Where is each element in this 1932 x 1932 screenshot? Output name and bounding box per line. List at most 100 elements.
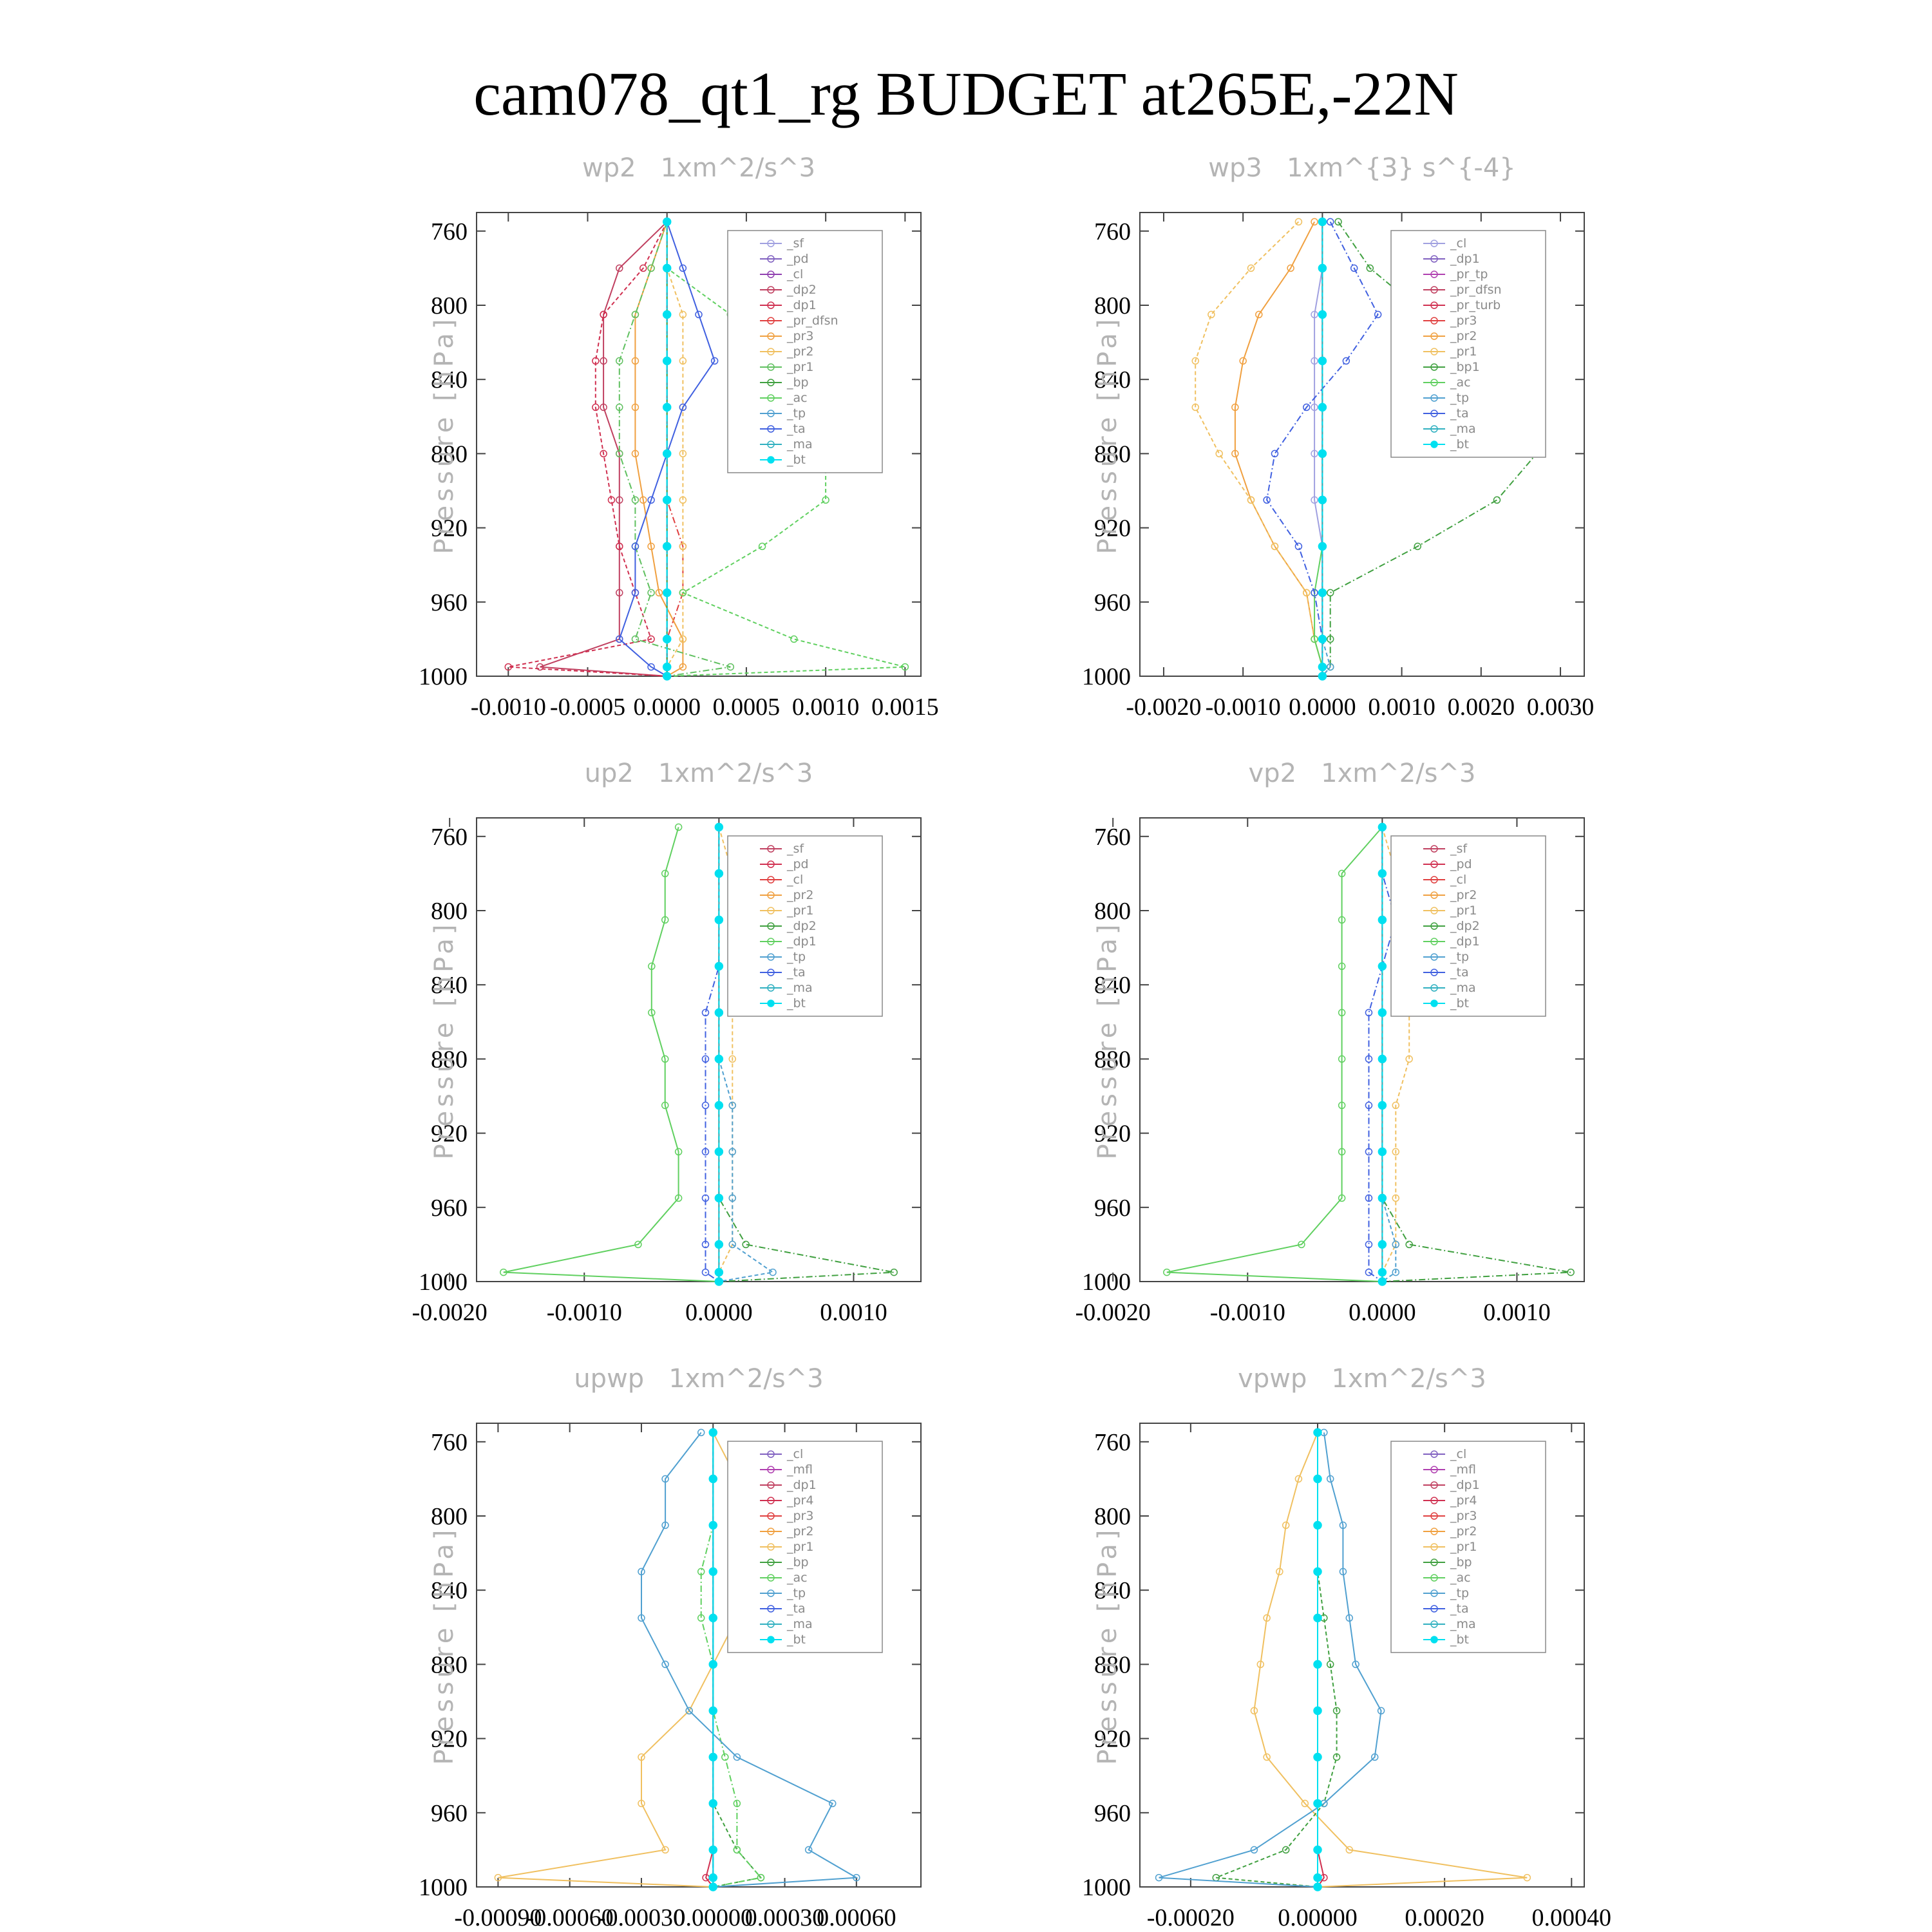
legend-label: _ma [1450, 422, 1476, 436]
legend-marker [1430, 1466, 1438, 1473]
series-point-bp1 [1414, 542, 1421, 551]
y-tick-label: 760 [1094, 218, 1131, 245]
series-point-bt [1313, 1845, 1322, 1855]
series-point-pr1 [638, 1753, 645, 1761]
legend-marker [767, 845, 775, 853]
series-point-bt [708, 1567, 718, 1577]
x-tick-label: 0.0010 [1368, 694, 1435, 721]
legend-label: _mfl [786, 1463, 813, 1477]
series-point-pr1 [1250, 1707, 1258, 1715]
legend-marker [767, 984, 775, 992]
series-point-bt [662, 217, 672, 227]
legend-label: _tp [1450, 1586, 1469, 1600]
plot-svg: 760 800 840 880 920 960 1000 -0.00090-0.00060-0… [419, 1423, 922, 1931]
legend-marker [1430, 1528, 1438, 1535]
legend-label: _cl [786, 873, 803, 887]
chart-panel-up2: up2 1xm^2/s^3 Pressure [hPa] 760 800 840 88… [412, 759, 927, 1326]
series-point-dp1 [607, 496, 616, 504]
legend-label: _dp1 [786, 934, 817, 949]
series-point-dp1 [1298, 1240, 1305, 1249]
series-point-dp2 [1567, 1268, 1575, 1276]
legend-marker [767, 999, 775, 1007]
series-line-pr1 [1195, 221, 1323, 676]
legend-marker [1430, 301, 1438, 309]
y-tick-label: 800 [431, 898, 468, 925]
legend-label: _ma [1450, 1617, 1476, 1631]
legend-marker [767, 1589, 775, 1597]
series-point-tp [728, 1148, 737, 1156]
legend-marker [767, 1512, 775, 1520]
series-point-pr1 [631, 310, 639, 319]
y-tick-label: 800 [1094, 898, 1131, 925]
plot-svg: 760 800 840 880 920 960 1000 -0.0020 -0.0010 0.00… [1082, 212, 1594, 721]
series-point-ta [1365, 1055, 1373, 1063]
series-point-bt [1313, 1882, 1322, 1891]
y-tick-label: 880 [431, 1046, 468, 1073]
y-tick-label: 1000 [1082, 1874, 1131, 1901]
series-point-bt [662, 310, 672, 319]
legend-label: _tp [786, 950, 806, 964]
series-point-pr2 [679, 310, 687, 319]
x-tick-label: 0.00060 [817, 1904, 896, 1931]
panel-title: up2 1xm^2/s^3 [584, 759, 813, 788]
series-point-bp1 [1326, 635, 1334, 643]
legend-label: _ta [786, 965, 806, 980]
legend-label: _sf [786, 236, 804, 251]
legend-marker [1430, 425, 1438, 433]
series-point-ta [701, 1055, 710, 1063]
series-point-bp1 [1366, 264, 1374, 272]
series-point-tp [1339, 1567, 1347, 1576]
y-tick-label: 840 [431, 366, 468, 393]
x-tick-label: 0.00020 [1405, 1904, 1484, 1931]
series-point-pr3 [631, 357, 639, 365]
y-tick-label: 920 [431, 515, 468, 542]
series-point-tp [1155, 1873, 1163, 1882]
legend-label: _bt [1450, 1633, 1469, 1647]
series-line-tp [1159, 1432, 1382, 1888]
series-point-bt [1378, 1267, 1387, 1277]
series-point-tp [1370, 1753, 1379, 1761]
series-line-pr2 [1234, 221, 1323, 676]
series-point-pr1 [726, 663, 735, 671]
series-point-ta [616, 635, 623, 643]
series-point-pr1 [1303, 589, 1311, 597]
series-line-ta [705, 827, 720, 1282]
series-line-tp [1321, 222, 1331, 677]
series-point-bp1 [1493, 496, 1501, 504]
legend-marker [1430, 1497, 1438, 1504]
x-tick-label: 0.0015 [871, 694, 939, 721]
series-point-tp [804, 1846, 813, 1854]
legend-label: _dp1 [1450, 252, 1480, 266]
series-point-dp1 [1163, 1268, 1171, 1276]
y-tick-label: 880 [1094, 1046, 1131, 1073]
y-tick-label: 880 [431, 440, 468, 468]
series-point-dp1 [674, 1148, 683, 1156]
series-point-pr3 [679, 663, 687, 671]
series-point-dp1 [1338, 916, 1346, 924]
y-tick-label: 880 [431, 1651, 468, 1678]
legend-label: _sf [1450, 842, 1468, 856]
x-tick-label: 0.0030 [1527, 694, 1595, 721]
legend-marker [767, 1528, 775, 1535]
series-point-ac [822, 496, 829, 504]
series-point-dp1 [1338, 1009, 1346, 1017]
legend-label: _pr_dfsn [1450, 283, 1502, 297]
series-point-ta [647, 663, 655, 671]
legend-marker [1430, 270, 1438, 278]
series-point-bt [662, 634, 672, 644]
legend-marker [1430, 845, 1438, 853]
legend-marker [767, 363, 775, 371]
legend-marker [767, 301, 775, 309]
series-point-pr1 [647, 264, 655, 272]
x-tick-label: 0.0010 [820, 1299, 887, 1326]
legend-marker [1430, 876, 1438, 884]
series-point-dp1 [1338, 1101, 1346, 1110]
x-tick-label: 0.00000 [674, 1904, 753, 1931]
x-tick-label: -0.0010 [547, 1299, 622, 1326]
series-point-bt [1378, 1008, 1387, 1018]
series-point-pr1 [616, 357, 623, 365]
series-point-pr2 [679, 635, 687, 643]
series-point-dp2 [616, 496, 623, 504]
series-point-ac [721, 1753, 729, 1761]
legend-marker [767, 922, 775, 930]
